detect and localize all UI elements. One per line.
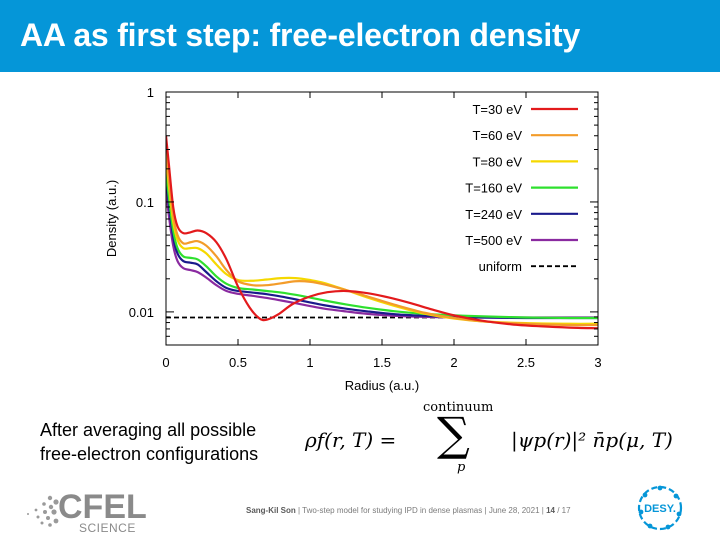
formula-rhs: |ψp(r)|² n̄p(μ, T) [511,428,673,452]
series-line-t30 [166,135,598,330]
caption-line-2: free-electron configurations [40,444,259,464]
x-tick-label: 1 [306,355,313,370]
x-tick-label: 2.5 [517,355,535,370]
x-tick-label: 0 [162,355,169,370]
legend-label-t60: T=60 eV [472,128,522,143]
desy-text: DESY. [644,503,676,515]
x-tick-label: 3 [594,355,601,370]
footer-page-number: 14 [546,506,555,515]
series-line-t500 [166,189,598,319]
cfel-wordmark: CFEL [58,488,147,526]
footer-page-total: / 17 [557,506,571,515]
title-bar: AA as first step: free-electron density [0,0,720,72]
sum-upper-limit: continuum [423,400,494,415]
x-tick-label: 1.5 [373,355,391,370]
cfel-logo: CFEL SCIENCE [20,488,147,536]
legend-label-t30: T=30 eV [472,102,522,117]
sum-symbol: ∑ [437,407,470,461]
x-tick-label: 2 [450,355,457,370]
caption: After averaging all possible free-electr… [40,418,258,466]
footer-talk-title: Two-step model for studying IPD in dense… [302,506,483,515]
footer-date: June 28, 2021 [488,506,540,515]
legend: T=30 eV T=60 eV T=80 eV T=160 eV T=240 eV T=5… [465,102,578,274]
caption-line-1: After averaging all possible [40,420,257,440]
y-tick-label: 0.1 [136,195,154,210]
density-chart: 0 0.5 1 1.5 2 2.5 3 0.01 0.1 1 T=30 eV T=60 eV T=80… [104,85,602,393]
slide-title: AA as first step: free-electron density [20,17,581,53]
series-line-t60 [166,149,598,327]
footer-sep-2: | [484,506,487,515]
ticks-layer: 0 0.5 1 1.5 2 2.5 3 0.01 0.1 1 [129,85,602,370]
footer: Sang-Kil Son | Two-step model for studyi… [246,506,571,515]
formula-lhs: ρf(r, T) = [305,428,397,452]
density-formula: ρf(r, T) = continuum ∑ p |ψp(r)|² n̄p(μ,… [305,398,705,482]
cfel-science-text: SCIENCE [79,521,136,535]
sum-lower-index: p [457,460,466,475]
footer-sep-1: | [298,506,301,515]
legend-label-t160: T=160 eV [465,181,522,196]
footer-sep-3: | [541,506,544,515]
cfel-dots-icon [27,495,59,527]
legend-label-t80: T=80 eV [472,154,522,169]
desy-logo: DESY. [637,485,683,531]
x-axis-label: Radius (a.u.) [345,378,419,393]
plot-frame [165,91,599,346]
y-tick-label: 0.01 [129,305,154,320]
legend-label-t500: T=500 eV [465,233,522,248]
legend-label-t240: T=240 eV [465,207,522,222]
x-tick-label: 0.5 [229,355,247,370]
y-tick-label: 1 [147,85,154,100]
y-axis-label: Density (a.u.) [104,180,119,257]
series-layer [166,135,598,330]
legend-label-uniform: uniform [479,259,522,274]
footer-author: Sang-Kil Son [246,506,296,515]
